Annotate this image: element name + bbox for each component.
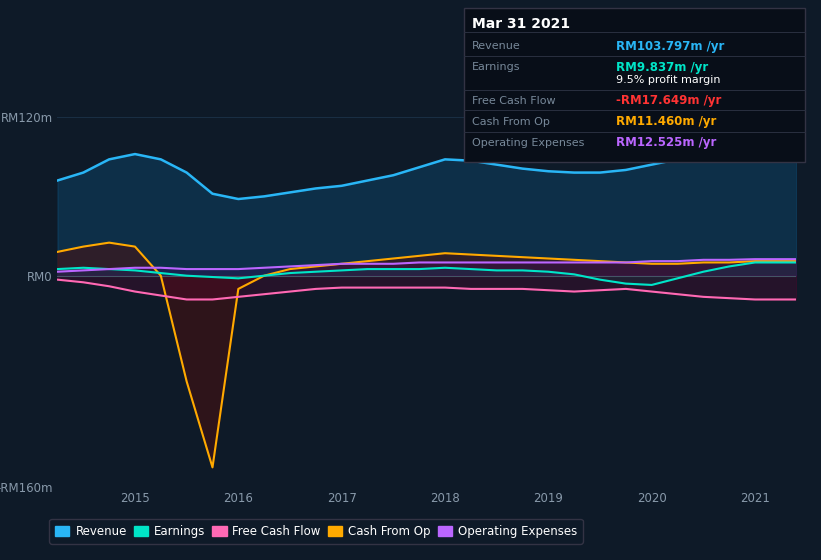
Text: Mar 31 2021: Mar 31 2021 bbox=[472, 17, 571, 31]
Legend: Revenue, Earnings, Free Cash Flow, Cash From Op, Operating Expenses: Revenue, Earnings, Free Cash Flow, Cash … bbox=[49, 519, 583, 544]
Text: -RM17.649m /yr: -RM17.649m /yr bbox=[616, 94, 721, 108]
Text: 9.5% profit margin: 9.5% profit margin bbox=[616, 75, 720, 85]
Text: Earnings: Earnings bbox=[472, 62, 521, 72]
Text: Free Cash Flow: Free Cash Flow bbox=[472, 96, 556, 106]
Text: RM11.460m /yr: RM11.460m /yr bbox=[616, 115, 716, 128]
Text: RM12.525m /yr: RM12.525m /yr bbox=[616, 136, 716, 150]
Text: RM9.837m /yr: RM9.837m /yr bbox=[616, 60, 708, 74]
Text: Cash From Op: Cash From Op bbox=[472, 116, 550, 127]
Text: Operating Expenses: Operating Expenses bbox=[472, 138, 585, 148]
Text: RM103.797m /yr: RM103.797m /yr bbox=[616, 40, 724, 53]
Text: Revenue: Revenue bbox=[472, 41, 521, 52]
